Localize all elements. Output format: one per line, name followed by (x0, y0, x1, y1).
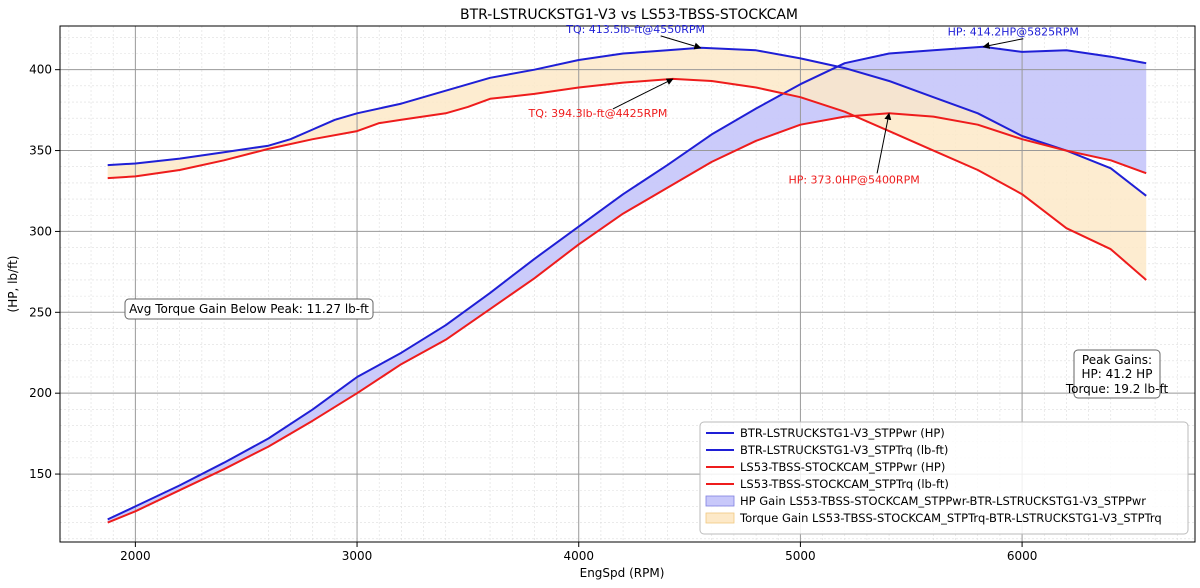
axis-ticks: 2000 3000 4000 5000 6000 150 200 250 300 350 400 (29, 63, 1037, 563)
y-tick-label: 150 (29, 467, 52, 481)
legend-item-ls53-trq: LS53-TBSS-STOCKCAM_STPTrq (lb-ft) (706, 477, 949, 491)
y-axis-label: (HP, lb/ft) (6, 256, 20, 313)
y-tick-label: 200 (29, 386, 52, 400)
legend-label-ls53-trq: LS53-TBSS-STOCKCAM_STPTrq (lb-ft) (740, 477, 949, 491)
legend-label-hp-gain: HP Gain LS53-TBSS-STOCKCAM_STPPwr-BTR-LS… (740, 494, 1146, 508)
peak-gains-box: Peak Gains: HP: 41.2 HP Torque: 19.2 lb-… (1065, 349, 1169, 399)
y-tick-label: 350 (29, 144, 52, 158)
avg-torque-box: Avg Torque Gain Below Peak: 11.27 lb-ft (124, 298, 374, 320)
plot-frame (59, 25, 1196, 543)
legend-frame (699, 421, 1189, 535)
ls53-hp-peak-arrow (876, 112, 892, 174)
y-tick-label: 300 (29, 224, 52, 238)
legend-label-torque-gain: Torque Gain LS53-TBSS-STOCKCAM_STPTrq-BT… (739, 511, 1162, 525)
x-tick-label: 6000 (1007, 549, 1038, 563)
peak-gains-title: Peak Gains: (1082, 353, 1152, 367)
ls53-hp-line (107, 112, 1147, 524)
avg-torque-text: Avg Torque Gain Below Peak: 11.27 lb-ft (129, 302, 369, 316)
legend-item-hp-gain: HP Gain LS53-TBSS-STOCKCAM_STPPwr-BTR-LS… (705, 494, 1146, 508)
legend-label-btr-hp: BTR-LSTRUCKSTG1-V3_STPPwr (HP) (740, 426, 945, 440)
y-tick-label: 400 (29, 63, 52, 77)
legend-item-btr-hp: BTR-LSTRUCKSTG1-V3_STPPwr (HP) (706, 426, 945, 440)
chart-title: BTR-LSTRUCKSTG1-V3 vs LS53-TBSS-STOCKCAM (460, 7, 798, 23)
x-tick-label: 4000 (563, 549, 594, 563)
legend-item-ls53-hp: LS53-TBSS-STOCKCAM_STPPwr (HP) (706, 460, 945, 474)
legend: BTR-LSTRUCKSTG1-V3_STPPwr (HP) BTR-LSTRU… (699, 421, 1189, 535)
btr-hp-peak-label: HP: 414.2HP@5825RPM (948, 26, 1079, 39)
btr-torque-peak-arrow (660, 35, 702, 50)
x-tick-label: 5000 (785, 549, 816, 563)
x-tick-label: 2000 (120, 549, 151, 563)
legend-item-torque-gain: Torque Gain LS53-TBSS-STOCKCAM_STPTrq-BT… (705, 511, 1162, 525)
peak-gains-torque: Torque: 19.2 lb-ft (1065, 382, 1169, 396)
peak-gains-hp: HP: 41.2 HP (1082, 367, 1153, 381)
torque-gain-fill (107, 47, 1147, 280)
legend-label-ls53-hp: LS53-TBSS-STOCKCAM_STPPwr (HP) (740, 460, 945, 474)
ls53-torque-peak-arrow (612, 78, 674, 110)
annotations: TQ: 413.5lb-ft@4550RPM HP: 414.2HP@5825RP… (528, 23, 1079, 187)
btr-torque-peak-label: TQ: 413.5lb-ft@4550RPM (565, 23, 705, 36)
x-axis-label: EngSpd (RPM) (580, 566, 665, 580)
ls53-hp-peak-label: HP: 373.0HP@5400RPM (788, 173, 919, 186)
x-tick-label: 3000 (342, 549, 373, 563)
ls53-torque-line (107, 77, 1147, 281)
legend-item-btr-trq: BTR-LSTRUCKSTG1-V3_STPTrq (lb-ft) (706, 443, 948, 457)
btr-torque-line (107, 46, 1147, 197)
ls53-torque-peak-label: TQ: 394.3lb-ft@4425RPM (528, 107, 668, 120)
btr-hp-peak-arrow (982, 38, 1024, 49)
legend-label-btr-trq: BTR-LSTRUCKSTG1-V3_STPTrq (lb-ft) (740, 443, 948, 457)
y-tick-label: 250 (29, 305, 52, 319)
